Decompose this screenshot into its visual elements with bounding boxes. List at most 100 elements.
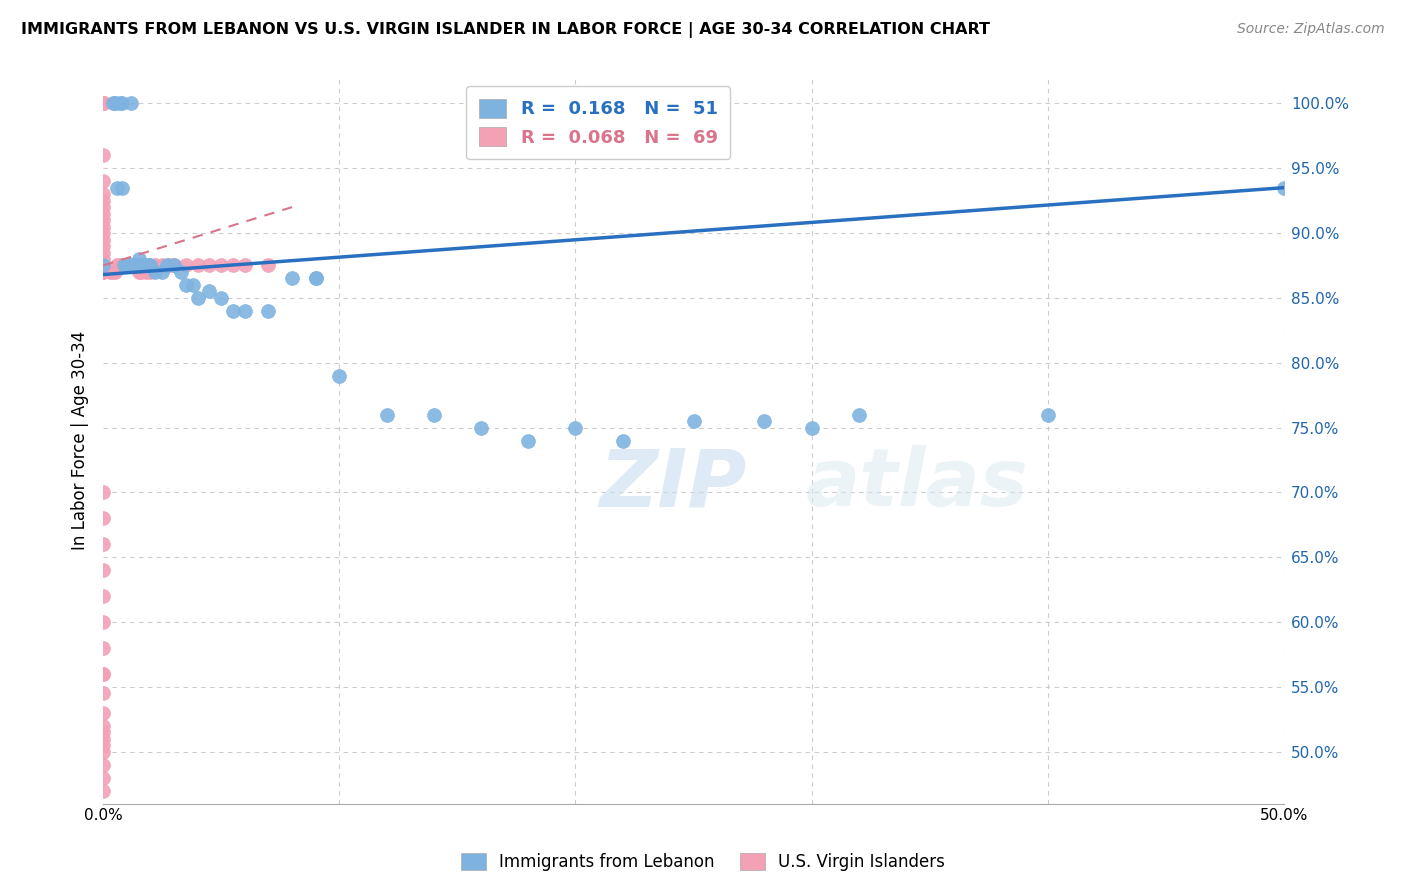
Point [91, 738, 114, 752]
Point [163, 259, 186, 273]
Text: IMMIGRANTS FROM LEBANON VS U.S. VIRGIN ISLANDER IN LABOR FORCE | AGE 30-34 CORRE: IMMIGRANTS FROM LEBANON VS U.S. VIRGIN I… [21, 22, 990, 38]
Point [91, 265, 114, 279]
Point [135, 265, 157, 279]
Point [91, 96, 114, 111]
Point [139, 259, 162, 273]
Point [150, 259, 173, 273]
Point [91, 259, 114, 273]
Point [91, 706, 114, 720]
Point [1036, 408, 1059, 422]
Point [257, 259, 280, 273]
Point [132, 259, 155, 273]
Point [156, 259, 179, 273]
Point [848, 408, 870, 422]
Point [104, 96, 127, 111]
Text: atlas: atlas [806, 445, 1028, 523]
Point [105, 259, 128, 273]
Point [111, 180, 134, 194]
Point [91, 640, 114, 655]
Point [105, 180, 128, 194]
Text: Source: ZipAtlas.com: Source: ZipAtlas.com [1237, 22, 1385, 37]
Point [422, 408, 444, 422]
Point [91, 667, 114, 681]
Point [104, 265, 127, 279]
Point [128, 265, 150, 279]
Point [104, 96, 127, 111]
Point [121, 259, 143, 273]
Point [91, 96, 114, 111]
Point [91, 226, 114, 240]
Point [564, 420, 586, 434]
Point [91, 252, 114, 266]
Point [135, 259, 157, 273]
Point [91, 757, 114, 772]
Point [91, 174, 114, 188]
Point [91, 213, 114, 227]
Point [91, 485, 114, 500]
Point [157, 259, 180, 273]
Point [122, 259, 145, 273]
Legend: R =  0.168   N =  51, R =  0.068   N =  69: R = 0.168 N = 51, R = 0.068 N = 69 [467, 87, 730, 160]
Point [222, 303, 245, 318]
Point [91, 187, 114, 202]
Point [1272, 180, 1295, 194]
Point [209, 259, 232, 273]
Point [139, 265, 162, 279]
Text: ZIP: ZIP [599, 445, 747, 523]
Point [209, 291, 232, 305]
Point [222, 259, 245, 273]
Point [143, 265, 166, 279]
Point [198, 285, 221, 299]
Point [112, 259, 135, 273]
Point [170, 265, 193, 279]
Point [257, 303, 280, 318]
Point [91, 725, 114, 739]
Point [91, 731, 114, 746]
Point [121, 96, 143, 111]
Point [800, 420, 823, 434]
Point [517, 434, 540, 448]
Point [91, 96, 114, 111]
Point [328, 368, 350, 383]
Point [174, 259, 197, 273]
Point [128, 252, 150, 266]
Point [233, 259, 256, 273]
Point [91, 96, 114, 111]
Point [91, 96, 114, 111]
Point [122, 259, 145, 273]
Point [91, 667, 114, 681]
Point [305, 271, 328, 285]
Point [108, 259, 131, 273]
Point [135, 259, 157, 273]
Point [125, 259, 148, 273]
Legend: Immigrants from Lebanon, U.S. Virgin Islanders: Immigrants from Lebanon, U.S. Virgin Isl… [453, 845, 953, 880]
Point [470, 420, 492, 434]
Point [91, 96, 114, 111]
Point [91, 589, 114, 603]
Point [91, 148, 114, 162]
Point [129, 265, 152, 279]
Point [91, 206, 114, 220]
Point [111, 96, 134, 111]
Point [115, 259, 138, 273]
Point [91, 745, 114, 759]
Point [91, 563, 114, 577]
Point [91, 96, 114, 111]
Point [198, 259, 221, 273]
Point [91, 615, 114, 629]
Point [129, 259, 152, 273]
Point [187, 259, 209, 273]
Point [91, 194, 114, 208]
Point [91, 219, 114, 234]
Point [91, 259, 114, 273]
Point [91, 537, 114, 551]
Point [612, 434, 634, 448]
Point [91, 686, 114, 700]
Point [91, 783, 114, 797]
Point [91, 511, 114, 525]
Point [121, 259, 143, 273]
Point [143, 259, 166, 273]
Point [111, 259, 134, 273]
Point [108, 96, 131, 111]
Point [91, 719, 114, 733]
